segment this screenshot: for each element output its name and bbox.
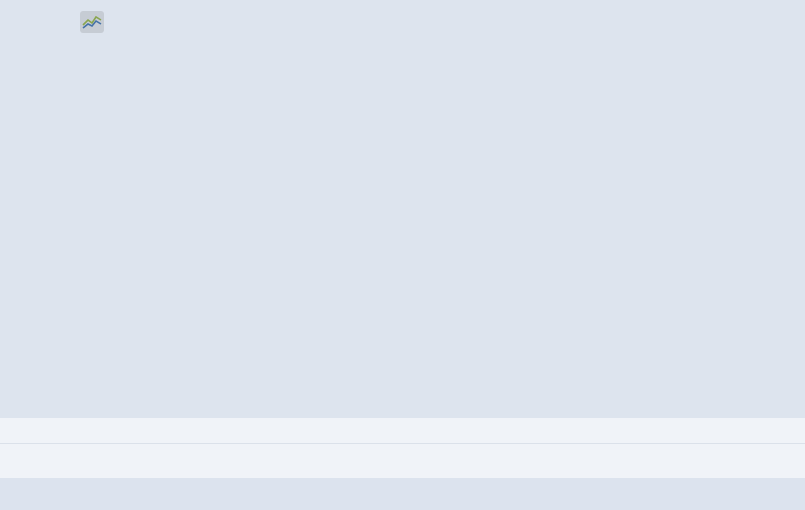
legend-item-korea [104, 71, 131, 87]
axis-slider-strip [0, 418, 805, 478]
header [0, 0, 805, 85]
legend-item-us-ppi [104, 6, 131, 22]
legend-swatch [104, 77, 124, 80]
fred-chart-icon [80, 11, 104, 33]
legend-item-germany-1 [104, 38, 131, 54]
legend [104, 6, 131, 87]
legend-swatch [104, 13, 124, 16]
legend-swatch [104, 61, 124, 64]
divider [0, 443, 805, 444]
legend-item-uk [104, 22, 131, 38]
legend-item-germany-2 [104, 55, 131, 71]
legend-swatch [104, 29, 124, 32]
legend-swatch [104, 45, 124, 48]
footer [0, 478, 805, 510]
